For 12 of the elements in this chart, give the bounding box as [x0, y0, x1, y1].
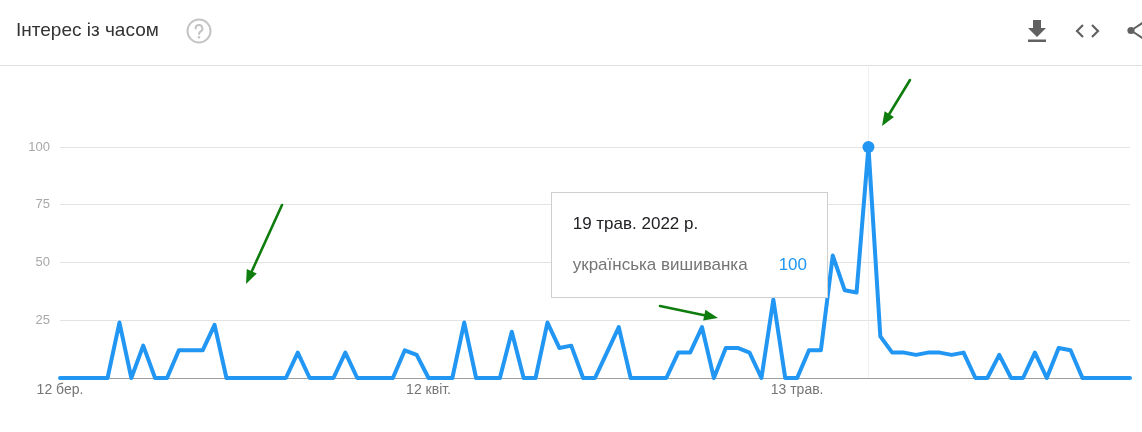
y-tick-label: 50: [35, 254, 50, 270]
chart-title: Інтерес із часом: [16, 18, 159, 42]
x-tick-label: 12 квіт.: [406, 381, 451, 398]
tooltip-box: 19 трав. 2022 р. українська вишиванка 100: [550, 192, 828, 298]
x-tick-label: 12 бер.: [36, 381, 84, 398]
annotation: 100: [778, 255, 807, 275]
x-tick-label: 13 трав.: [770, 381, 824, 398]
y-tick-label: 100: [28, 138, 50, 154]
y-tick-label: 75: [35, 196, 50, 212]
text: українська вишиванка: [572, 255, 748, 275]
annotation: 19 трав. 2022 р.: [572, 214, 700, 234]
y-tick-label: 25: [35, 311, 50, 327]
